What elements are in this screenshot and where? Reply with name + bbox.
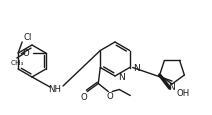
Text: N: N — [133, 63, 139, 72]
Text: O: O — [107, 91, 114, 100]
Text: Cl: Cl — [23, 32, 32, 41]
Text: O: O — [81, 92, 88, 101]
Text: CH₃: CH₃ — [10, 59, 24, 65]
Text: NH: NH — [49, 85, 61, 94]
Text: O: O — [22, 49, 29, 58]
Text: OH: OH — [177, 88, 190, 97]
Text: N: N — [169, 83, 175, 92]
Text: N: N — [118, 73, 125, 82]
